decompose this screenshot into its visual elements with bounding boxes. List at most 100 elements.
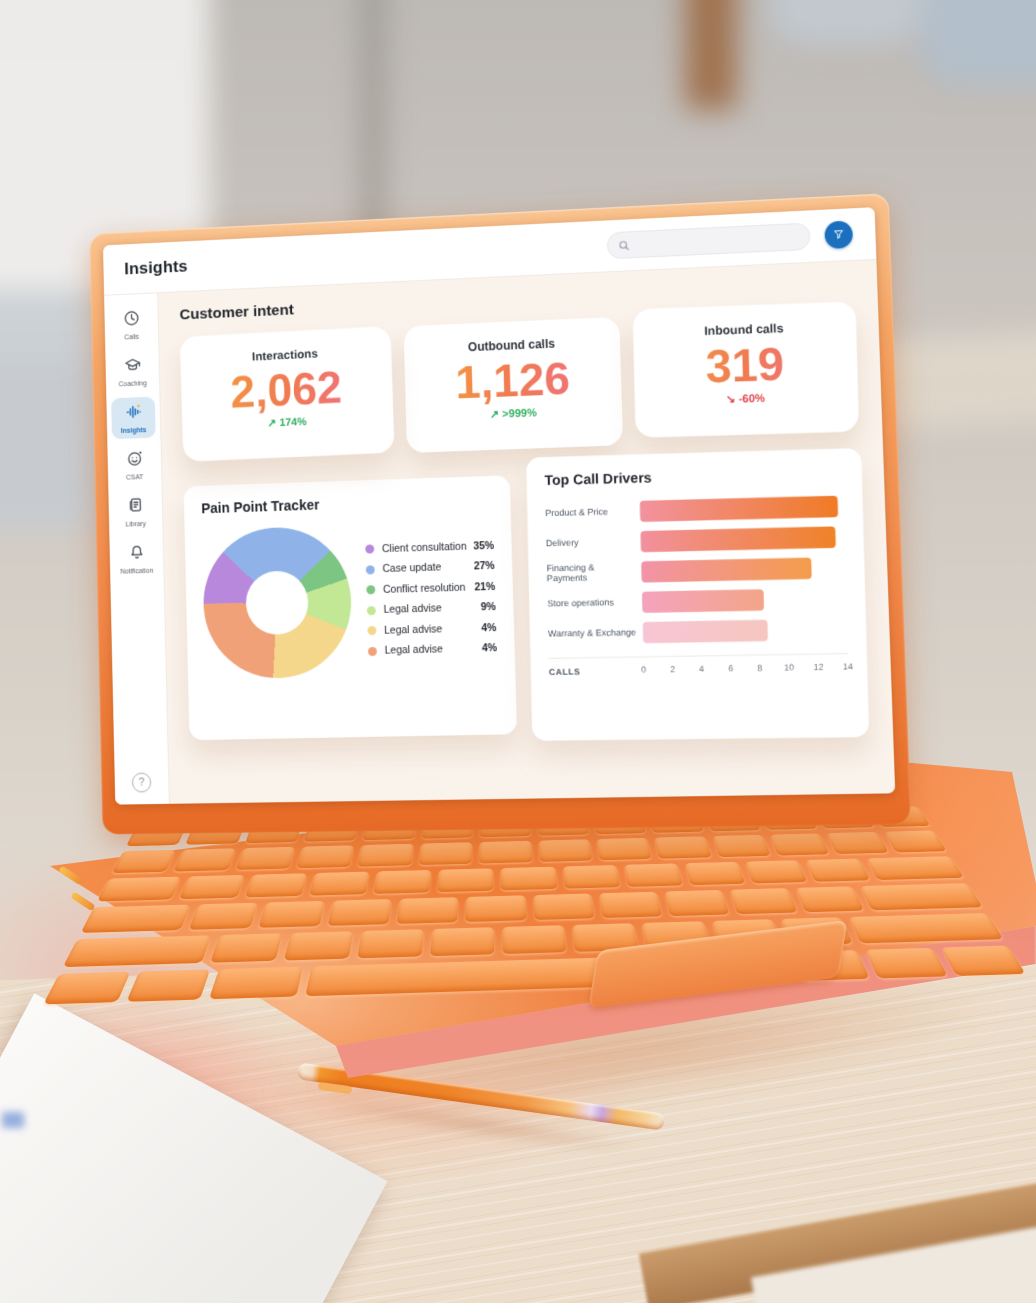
keyboard-key	[664, 890, 730, 917]
legend-item: Case update 27%	[365, 560, 495, 576]
bar	[640, 495, 839, 522]
legend-label: Client consultation	[381, 540, 467, 555]
keyboard-key	[430, 927, 495, 957]
bar-row: Warranty & Exchange	[548, 617, 848, 645]
legend-label: Legal advise	[384, 623, 443, 637]
stat-cards-row: Interactions 2,062 ↗ 174% Outbound calls…	[179, 301, 860, 462]
legend-percent: 35%	[473, 539, 495, 553]
keyboard-key	[257, 901, 325, 929]
x-axis-label: CALLS	[549, 666, 581, 678]
sidebar-item-library[interactable]: Library	[113, 490, 158, 532]
sidebar-item-insights[interactable]: Insights	[111, 396, 156, 440]
sidebar-item-calls[interactable]: Calls	[109, 303, 154, 346]
keyboard-key	[244, 872, 308, 898]
legend-color-dot	[365, 544, 375, 554]
axis-tick: 2	[670, 663, 676, 675]
filter-button[interactable]	[824, 220, 854, 250]
keyboard-key	[500, 866, 557, 891]
bar-category-label: Delivery	[546, 537, 580, 549]
keyboard-key	[598, 892, 663, 919]
legend-label: Legal advise	[384, 643, 444, 657]
stat-delta: ↘ -60%	[726, 392, 766, 407]
x-axis-ticks: 0 2 4 6 8 10 12 14	[641, 661, 854, 676]
clock-icon	[122, 309, 141, 333]
bar	[641, 557, 813, 582]
stat-card: Inbound calls 319 ↘ -60%	[633, 301, 860, 438]
bar-row: Financing & Payments	[547, 556, 846, 585]
stat-value: 319	[634, 337, 858, 393]
legend-color-dot	[367, 646, 377, 656]
keyboard-key	[111, 849, 176, 873]
legend-item: Conflict resolution 21%	[366, 581, 495, 597]
legend-color-dot	[367, 626, 377, 636]
bar-chart: Product & Price Delivery Financing & Pay…	[545, 494, 847, 644]
keyboard-key	[62, 935, 211, 968]
keyboard-key	[418, 842, 473, 865]
stat-card: Interactions 2,062 ↗ 174%	[179, 326, 395, 462]
bar-category-label: Financing & Payments	[546, 562, 595, 584]
page-title: Insights	[124, 256, 188, 278]
keyboard-key	[209, 933, 283, 963]
axis-tick: 6	[728, 663, 734, 674]
stat-card: Outbound calls 1,126 ↗ >999%	[403, 316, 624, 453]
sidebar-item-coaching[interactable]: Coaching	[110, 350, 155, 393]
bar-category-label: Product & Price	[545, 506, 609, 519]
keyboard-key	[745, 859, 808, 884]
keyboard-key	[126, 969, 210, 1002]
keyboard-key	[173, 848, 236, 872]
trend-arrow-icon: ↗	[267, 417, 277, 430]
legend-color-dot	[366, 605, 376, 616]
keyboard-key	[308, 871, 370, 897]
keyboard-key	[865, 947, 949, 979]
background-stool-leg	[685, 0, 737, 110]
keyboard-key	[179, 874, 245, 900]
keyboard-key	[479, 840, 533, 864]
keyboard-key	[235, 846, 296, 870]
keyboard-key	[805, 858, 871, 883]
search-input[interactable]	[606, 222, 811, 260]
axis-tick: 8	[757, 662, 763, 673]
keyboard-key	[437, 868, 494, 893]
keyboard-key	[43, 971, 131, 1005]
legend-item: Legal advise 9%	[366, 601, 496, 616]
help-button[interactable]: ?	[131, 772, 152, 793]
bar	[642, 588, 765, 613]
notification-bell-icon	[127, 543, 146, 567]
keyboard-key	[396, 897, 459, 925]
keyboard-key	[848, 913, 1004, 944]
stat-value: 1,126	[404, 352, 622, 409]
keyboard-key	[596, 837, 652, 861]
axis-tick: 4	[699, 663, 705, 674]
bar-category-label: Warranty & Exchange	[548, 627, 637, 639]
axis-tick: 0	[641, 664, 647, 675]
legend-label: Case update	[382, 561, 442, 576]
keyboard-key	[465, 895, 527, 923]
sidebar-item-notification[interactable]: Notification	[114, 537, 159, 579]
x-axis: CALLS 0 2 4 6 8 10 12 14	[548, 653, 854, 679]
keyboard-key	[502, 925, 567, 955]
axis-tick: 14	[843, 661, 854, 672]
legend-item: Legal advise 4%	[367, 642, 497, 657]
keyboard-key	[562, 864, 621, 890]
axis-tick: 10	[784, 662, 795, 673]
pain-point-tracker-card: Pain Point Tracker Client consultation 3…	[183, 475, 518, 741]
sidebar-item-csat[interactable]: CSAT	[112, 443, 157, 486]
bar	[640, 525, 837, 552]
notebook-logo	[2, 1112, 24, 1128]
keyboard-key	[729, 888, 798, 915]
stat-value: 2,062	[181, 361, 393, 418]
laptop-keyboard	[43, 806, 1026, 1005]
bar-category-label: Store operations	[547, 597, 615, 609]
pain-point-donut-chart	[199, 522, 356, 683]
keyboard-key	[373, 869, 432, 895]
keyboard-key	[623, 863, 684, 888]
bar	[643, 619, 769, 643]
filter-funnel-icon	[832, 228, 846, 242]
legend-item: Legal advise 4%	[367, 622, 497, 637]
keyboard-key	[188, 903, 258, 931]
axis-tick: 12	[813, 661, 825, 673]
background-pouf	[920, 0, 1036, 85]
donut-legend: Client consultation 35% Case update 27% …	[350, 539, 497, 658]
search-icon	[618, 239, 630, 252]
